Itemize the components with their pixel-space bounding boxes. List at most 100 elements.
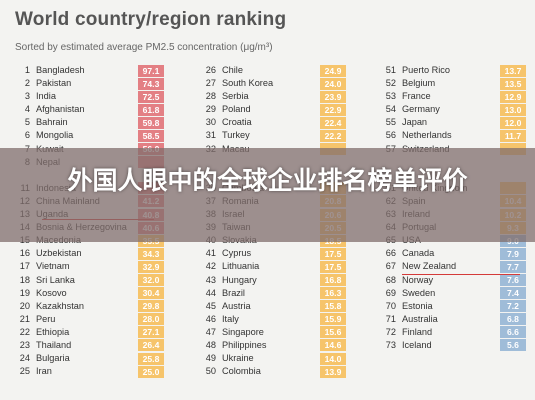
pm25-value-badge: 15.6 <box>320 326 346 339</box>
country-name: Singapore <box>222 326 264 337</box>
ranking-row: 3 India 72.5 <box>10 90 164 103</box>
rank-number: 4 <box>24 104 30 115</box>
rank-number: 48 <box>205 339 216 350</box>
rank-number: 26 <box>205 65 216 75</box>
rank-number: 22 <box>19 326 30 337</box>
rank-number: 45 <box>205 300 216 311</box>
country-name: India <box>36 91 56 102</box>
ranking-row: 24 Bulgaria 25.8 <box>10 352 164 365</box>
ranking-row: 55 Japan 12.0 <box>376 116 526 129</box>
banner-title: 外国人眼中的全球企业排名榜单评价 <box>67 166 468 195</box>
ranking-row: 26 Chile 24.9 <box>196 64 346 77</box>
pm25-value-badge: 7.4 <box>500 287 526 300</box>
ranking-row: 66 Canada 7.9 <box>376 247 526 260</box>
country-name: Pakistan <box>36 78 72 89</box>
pm25-value-badge: 14.0 <box>320 352 346 365</box>
rank-number: 46 <box>205 313 216 324</box>
pm25-value-badge: 72.5 <box>138 90 164 103</box>
ranking-row: 22 Ethiopia 27.1 <box>10 326 164 339</box>
pm25-value-badge: 17.5 <box>320 247 346 260</box>
country-name: Australia <box>402 313 438 324</box>
rank-number: 19 <box>19 287 30 298</box>
pm25-value-badge: 97.1 <box>138 64 164 77</box>
pm25-value-badge: 13.5 <box>500 77 526 90</box>
pm25-value-badge: 7.7 <box>500 260 526 273</box>
rank-number: 24 <box>19 353 30 364</box>
pm25-value-badge: 22.9 <box>320 103 346 116</box>
pm25-value-badge: 13.9 <box>320 365 346 378</box>
country-name: Chile <box>222 65 243 75</box>
ranking-row: 1 Bangladesh 97.1 <box>10 64 164 77</box>
ranking-row: 51 Puerto Rico 13.7 <box>376 64 526 77</box>
rank-number: 71 <box>385 313 396 324</box>
country-name: France <box>402 91 431 102</box>
page-title: World country/region ranking <box>15 9 287 30</box>
rank-number: 44 <box>205 287 216 298</box>
ranking-row: 68 Norway 7.6 <box>376 274 526 287</box>
rank-number: 29 <box>205 104 216 115</box>
rank-number: 56 <box>385 130 396 141</box>
ranking-row: 27 South Korea 24.0 <box>196 77 346 90</box>
ranking-row: 41 Cyprus 17.5 <box>196 247 346 260</box>
pm25-value-badge: 32.9 <box>138 260 164 273</box>
pm25-value-badge: 7.9 <box>500 247 526 260</box>
pm25-value-badge: 16.3 <box>320 287 346 300</box>
ranking-row: 54 Germany 13.0 <box>376 103 526 116</box>
ranking-row: 49 Ukraine 14.0 <box>196 352 346 365</box>
ranking-row: 25 Iran 25.0 <box>10 365 164 378</box>
ranking-row: 50 Colombia 13.9 <box>196 365 346 378</box>
ranking-row: 69 Sweden 7.4 <box>376 287 526 300</box>
title-banner <box>0 148 535 242</box>
ranking-row: 67 New Zealand 7.7 <box>376 260 526 273</box>
country-name: Peru <box>36 313 56 324</box>
pm25-value-badge: 7.2 <box>500 300 526 313</box>
ranking-row: 45 Austria 15.8 <box>196 300 346 313</box>
country-name: Estonia <box>402 300 433 311</box>
pm25-value-badge: 29.8 <box>138 300 164 313</box>
rank-number: 16 <box>19 248 30 259</box>
ranking-row: 5 Bahrain 59.8 <box>10 116 164 129</box>
rank-number: 70 <box>385 300 396 311</box>
pm25-value-badge: 25.0 <box>138 365 164 378</box>
rank-number: 53 <box>385 91 396 102</box>
pm25-value-badge: 28.0 <box>138 313 164 326</box>
rank-number: 25 <box>19 366 30 377</box>
country-name: Bangladesh <box>36 65 85 75</box>
rank-number: 43 <box>205 274 216 285</box>
pm25-value-badge: 58.5 <box>138 129 164 142</box>
country-name: Hungary <box>222 274 257 285</box>
ranking-row: 16 Uzbekistan 34.3 <box>10 247 164 260</box>
country-name: Belgium <box>402 78 436 89</box>
ranking-row: 53 France 12.9 <box>376 90 526 103</box>
pm25-value-badge: 30.4 <box>138 287 164 300</box>
country-name: Philippines <box>222 339 267 350</box>
pm25-value-badge: 61.8 <box>138 103 164 116</box>
country-name: Germany <box>402 104 440 115</box>
pm25-value-badge: 7.6 <box>500 274 526 286</box>
country-name: Iran <box>36 366 52 377</box>
country-name: Mongolia <box>36 130 74 141</box>
country-name: Cyprus <box>222 248 252 259</box>
country-name: Poland <box>222 104 251 115</box>
rank-number: 69 <box>385 287 396 298</box>
ranking-row: 30 Croatia 22.4 <box>196 116 346 129</box>
ranking-row: 48 Philippines 14.6 <box>196 339 346 352</box>
ranking-row: 56 Netherlands 11.7 <box>376 129 526 142</box>
pm25-value-badge: 12.9 <box>500 90 526 103</box>
pm25-value-badge: 5.6 <box>500 339 526 352</box>
country-name: Vietnam <box>36 261 70 272</box>
rank-number: 1 <box>24 65 30 75</box>
pm25-value-badge: 24.0 <box>320 77 346 90</box>
rank-number: 52 <box>385 78 396 89</box>
country-name: Sri Lanka <box>36 274 75 285</box>
ranking-row: 20 Kazakhstan 29.8 <box>10 300 164 313</box>
ranking-row: 70 Estonia 7.2 <box>376 300 526 313</box>
pm25-value-badge: 14.6 <box>320 339 346 352</box>
country-name: Canada <box>402 248 435 259</box>
rank-number: 2 <box>24 78 30 89</box>
rank-number: 47 <box>205 326 216 337</box>
ranking-row: 17 Vietnam 32.9 <box>10 260 164 273</box>
canada-underline <box>402 274 520 276</box>
country-name: Kazakhstan <box>36 300 85 311</box>
